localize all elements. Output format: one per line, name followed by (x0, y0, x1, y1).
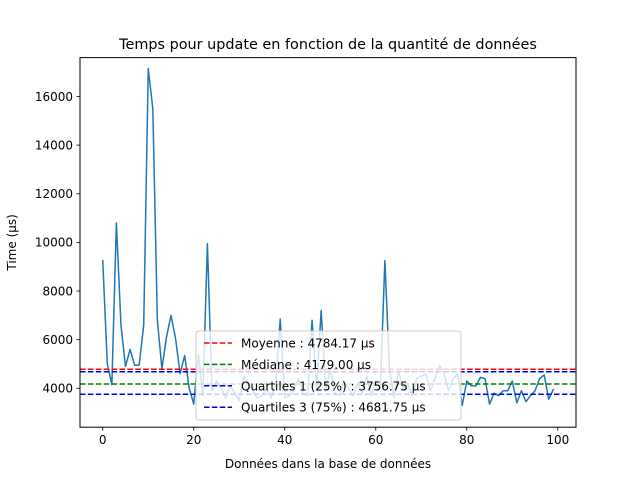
x-axis: 0 20 40 60 80 100 (99, 427, 569, 447)
y-axis-label: Time (µs) (5, 214, 19, 271)
legend-label: Quartiles 3 (75%) : 4681.75 µs (241, 401, 426, 415)
y-tick-label: 12000 (35, 187, 73, 201)
legend-box (195, 330, 462, 421)
x-axis-label: Données dans la base de données (225, 457, 431, 471)
x-tick-label: 20 (186, 433, 201, 447)
x-tick-label: 0 (99, 433, 107, 447)
y-tick-label: 8000 (42, 284, 73, 298)
x-tick-label: 80 (459, 433, 474, 447)
x-tick-label: 40 (277, 433, 292, 447)
x-tick-label: 100 (546, 433, 569, 447)
y-tick-label: 16000 (35, 90, 73, 104)
y-tick-label: 14000 (35, 138, 73, 152)
y-tick-label: 4000 (42, 382, 73, 396)
legend-label: Médiane : 4179.00 µs (241, 358, 371, 372)
chart-title: Temps pour update en fonction de la quan… (118, 37, 537, 53)
y-tick-label: 6000 (42, 333, 73, 347)
legend-label: Quartiles 1 (25%) : 3756.75 µs (241, 379, 426, 393)
legend-label: Moyenne : 4784.17 µs (241, 337, 375, 351)
y-tick-label: 10000 (35, 236, 73, 250)
legend: Moyenne : 4784.17 µs Médiane : 4179.00 µs… (195, 330, 462, 421)
y-axis: 4000 6000 8000 10000 12000 14000 16000 (35, 90, 80, 396)
x-tick-label: 60 (368, 433, 383, 447)
